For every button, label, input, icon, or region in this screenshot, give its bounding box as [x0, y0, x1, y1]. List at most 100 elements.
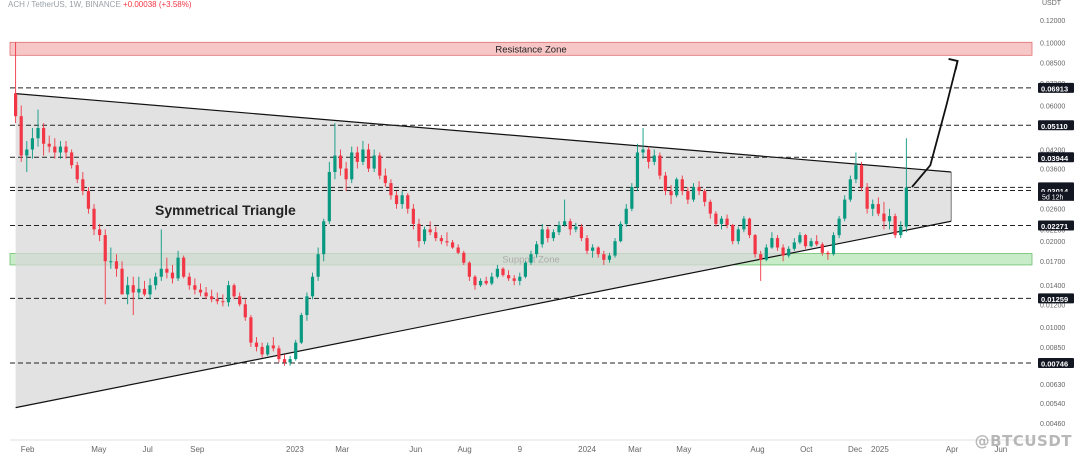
- x-tick-label: May: [91, 445, 106, 454]
- level-tag-label: 0.01259: [1041, 295, 1068, 304]
- candle: [781, 244, 785, 262]
- candle: [120, 261, 124, 295]
- candle-body: [478, 280, 483, 286]
- candle-body: [266, 345, 270, 355]
- zone-resistance: [9, 41, 1033, 56]
- candle-body: [859, 165, 864, 188]
- candle: [131, 276, 135, 316]
- y-tick-label: 0.00460: [1040, 421, 1065, 428]
- candle-body: [523, 262, 528, 277]
- candle-body: [305, 296, 309, 316]
- y-tick-label: 0.02200: [1040, 227, 1065, 234]
- candle-body: [383, 175, 387, 184]
- candle-body: [708, 201, 712, 214]
- candle-body: [327, 172, 331, 222]
- candle: [103, 229, 107, 305]
- candle-body: [445, 241, 449, 243]
- candle: [848, 175, 852, 202]
- candle: [703, 189, 707, 207]
- candle-body: [837, 218, 841, 236]
- y-tick-label: 0.03600: [1040, 167, 1065, 174]
- candle: [518, 272, 522, 286]
- candle: [708, 199, 712, 219]
- candle-body: [232, 285, 236, 297]
- candle-body: [736, 229, 740, 242]
- candle-body: [316, 254, 320, 277]
- candle-body: [501, 268, 505, 276]
- candles-layer: [14, 42, 908, 366]
- overlay-layer: [911, 58, 959, 188]
- candle-body: [641, 149, 645, 153]
- candle-body: [518, 276, 522, 281]
- candle-body: [372, 155, 376, 169]
- candle-body: [602, 254, 606, 260]
- candle-body: [58, 146, 63, 153]
- candle-body: [238, 296, 242, 305]
- candle: [462, 250, 466, 265]
- candle-body: [411, 208, 415, 224]
- candle-body: [243, 304, 247, 318]
- candle: [282, 354, 287, 366]
- candle: [450, 239, 455, 249]
- candle: [361, 140, 365, 166]
- x-tick-label: Oct: [800, 445, 813, 454]
- candle-body: [787, 248, 791, 256]
- y-tick-label: 0.01000: [1040, 325, 1065, 332]
- candle: [271, 337, 275, 352]
- candle: [557, 221, 561, 236]
- candle-body: [165, 268, 169, 273]
- candle: [815, 235, 819, 247]
- candle: [585, 235, 589, 255]
- candle-body: [865, 187, 869, 209]
- candle-body: [355, 152, 359, 162]
- candle: [445, 232, 449, 247]
- candle-body: [770, 238, 774, 248]
- candle: [820, 242, 824, 256]
- candle-body: [848, 179, 852, 200]
- candle-body: [215, 299, 219, 302]
- level-tag: [1038, 220, 1074, 231]
- candle: [887, 208, 892, 230]
- candle-body: [753, 235, 757, 255]
- candle-body: [14, 93, 18, 117]
- candle-body: [221, 301, 225, 303]
- candle: [904, 138, 908, 233]
- candle: [25, 140, 29, 173]
- candle-body: [53, 146, 57, 153]
- candle: [602, 250, 606, 265]
- candle: [736, 226, 740, 245]
- x-tick-label: Aug: [750, 445, 764, 454]
- candle: [428, 221, 432, 236]
- candle-body: [697, 187, 701, 192]
- candle-body: [703, 191, 707, 202]
- candle: [871, 199, 875, 217]
- level-tag: [1038, 293, 1074, 304]
- candle-body: [613, 241, 617, 256]
- candle-body: [607, 255, 612, 260]
- candle: [176, 250, 180, 281]
- candle: [658, 152, 662, 180]
- candle: [663, 172, 668, 196]
- candle-body: [42, 127, 46, 144]
- candle-body: [568, 221, 572, 230]
- candle-body: [529, 254, 533, 263]
- candle: [42, 123, 46, 156]
- candle-body: [114, 261, 119, 269]
- x-tick-label: Jun: [409, 445, 422, 454]
- candle-body: [282, 359, 287, 363]
- candle-body: [635, 152, 640, 188]
- candle-body: [596, 247, 600, 255]
- candle-body: [361, 149, 365, 162]
- candle-body: [103, 235, 107, 262]
- candle: [64, 140, 68, 159]
- candle: [641, 127, 645, 159]
- candle: [630, 183, 634, 212]
- candle: [568, 218, 572, 236]
- candle: [310, 272, 315, 300]
- candle-body: [843, 199, 847, 219]
- candle-body: [871, 204, 875, 209]
- candle: [546, 226, 550, 243]
- candle-body: [899, 226, 903, 236]
- candle: [148, 278, 152, 300]
